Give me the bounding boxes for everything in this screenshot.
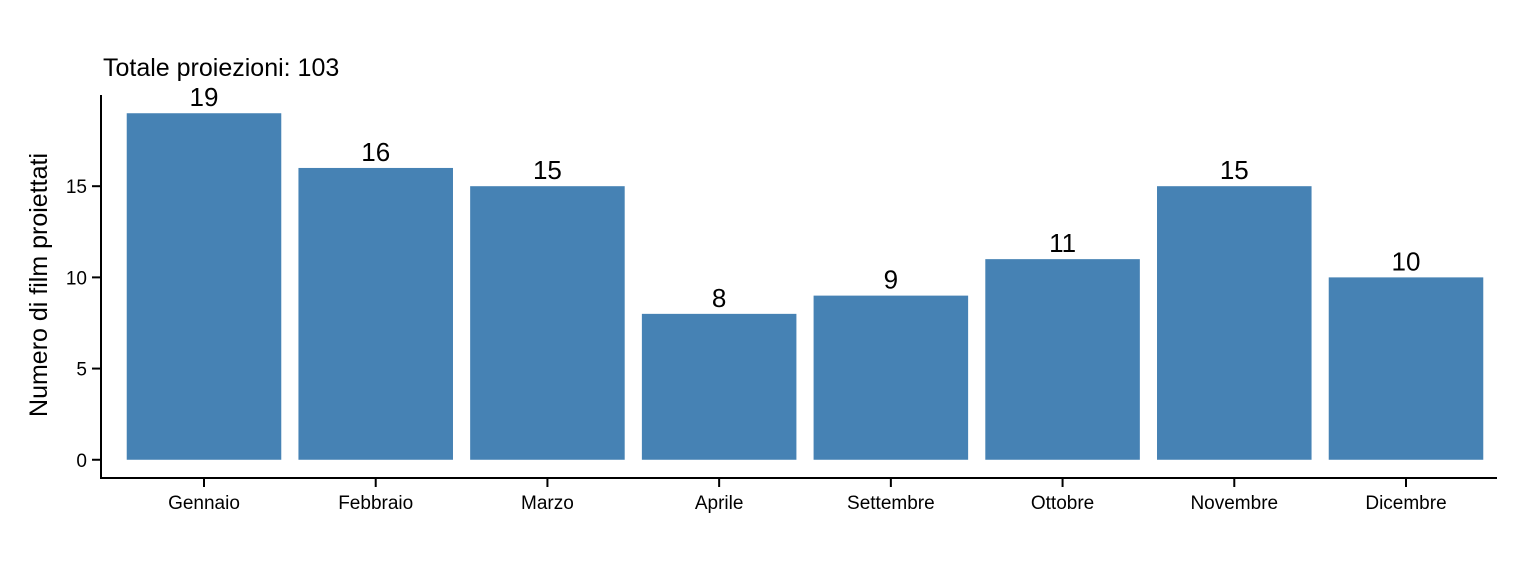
y-tick-label: 5 — [76, 360, 87, 381]
y-tick-label: 0 — [76, 451, 87, 472]
x-tick-label: Aprile — [695, 493, 744, 514]
bar — [641, 313, 797, 460]
bar-value-label: 9 — [884, 265, 898, 295]
bar — [813, 295, 969, 460]
bar-value-label: 15 — [533, 155, 562, 185]
bar — [985, 259, 1140, 460]
bar-value-label: 10 — [1392, 246, 1421, 276]
x-tick-label: Gennaio — [168, 493, 240, 514]
bar — [470, 186, 625, 460]
x-tick-label: Febbraio — [338, 493, 413, 514]
bar — [298, 167, 453, 460]
bar-value-label: 15 — [1220, 155, 1249, 185]
x-axis-ticks: Gennaio Febbraio Marzo Aprile Settembre Ottob… — [168, 478, 1447, 514]
x-tick-label: Dicembre — [1365, 493, 1446, 514]
x-tick-label: Settembre — [847, 493, 935, 514]
y-tick-label: 10 — [66, 268, 87, 289]
x-tick-label: Novembre — [1190, 493, 1278, 514]
bar-value-label: 19 — [190, 82, 219, 112]
bar — [126, 113, 282, 460]
chart-title: Totale proiezioni: 103 — [103, 54, 339, 82]
y-axis-ticks: 0 5 10 15 — [66, 177, 101, 472]
bars-group — [126, 113, 1484, 460]
bar — [1157, 186, 1312, 460]
bar-value-label: 11 — [1049, 228, 1076, 258]
data-labels-group: 19 16 15 8 9 11 15 10 — [190, 82, 1421, 313]
y-axis-label: Numero di film proiettati — [25, 153, 53, 417]
bar-value-label: 16 — [361, 137, 390, 167]
x-tick-label: Ottobre — [1031, 493, 1094, 514]
bar — [1328, 277, 1484, 460]
y-tick-label: 15 — [66, 177, 87, 198]
bar-value-label: 8 — [712, 283, 726, 313]
x-tick-label: Marzo — [521, 493, 574, 514]
